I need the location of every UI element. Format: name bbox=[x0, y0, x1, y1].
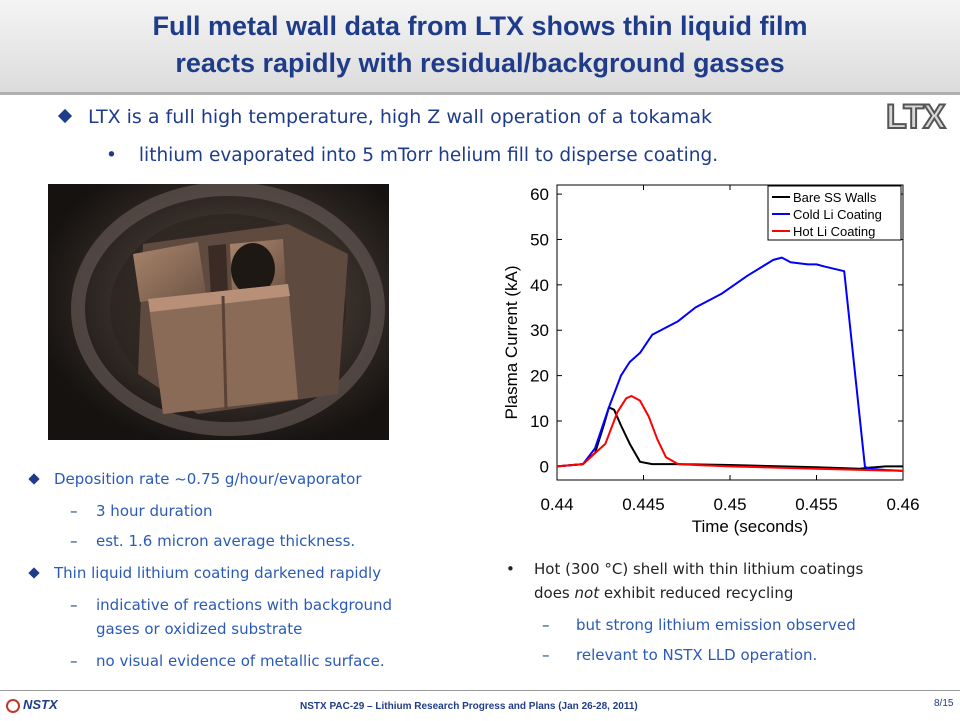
y-tick-label: 40 bbox=[530, 276, 549, 295]
y-tick-label: 60 bbox=[530, 185, 549, 204]
right-item-text-line-1: Hot (300 °C) shell with thin lithium coa… bbox=[534, 560, 864, 578]
right-list-subitem: – but strong lithium emission observed bbox=[542, 616, 856, 634]
x-axis-label: Time (seconds) bbox=[692, 517, 809, 536]
diamond-bullet-icon bbox=[28, 473, 40, 485]
nstx-ring-icon bbox=[6, 699, 20, 713]
dash-bullet-icon: – bbox=[70, 502, 78, 520]
left-list-subitem: – no visual evidence of metallic surface. bbox=[70, 652, 385, 670]
dot-bullet-icon: • bbox=[106, 145, 117, 166]
ltx-logo: LTX bbox=[885, 97, 947, 137]
dash-bullet-icon: – bbox=[542, 646, 550, 664]
right-list-subitem: – relevant to NSTX LLD operation. bbox=[542, 646, 817, 664]
left-list-item: Deposition rate ~0.75 g/hour/evaporator bbox=[28, 470, 362, 488]
y-tick-label: 0 bbox=[540, 457, 549, 476]
vacuum-vessel-photo-drawing bbox=[48, 184, 389, 440]
left-item-1-sub-1-text: 3 hour duration bbox=[96, 502, 213, 520]
left-list-subitem: –3 hour duration bbox=[70, 502, 213, 520]
legend-label: Bare SS Walls bbox=[793, 190, 877, 205]
left-list-subitem-continued: gases or oxidized substrate bbox=[96, 620, 303, 638]
x-tick-label: 0.455 bbox=[795, 495, 838, 514]
plasma-current-chart: 0 10 20 30 40 50 60 0.44 0.445 0.45 0.455 0.46 Time … bbox=[500, 178, 940, 538]
dash-bullet-icon: – bbox=[70, 532, 78, 550]
chart-legend bbox=[767, 185, 902, 241]
right-item-text-pre: does bbox=[534, 584, 575, 602]
left-list-subitem: – indicative of reactions with background bbox=[70, 596, 392, 614]
dash-bullet-icon: – bbox=[70, 596, 78, 614]
main-bullet-text: LTX is a full high temperature, high Z w… bbox=[88, 106, 712, 128]
footer-text: NSTX PAC-29 – Lithium Research Progress … bbox=[300, 701, 638, 712]
slide-title: Full metal wall data from LTX shows thin… bbox=[40, 8, 920, 82]
nstx-logo: NSTX bbox=[6, 697, 58, 713]
left-list-subitem: – est. 1.6 micron average thickness. bbox=[70, 532, 355, 550]
y-tick-label: 50 bbox=[530, 230, 549, 249]
footer bbox=[0, 690, 960, 721]
legend-label: Hot Li Coating bbox=[793, 224, 875, 239]
left-item-2-text: Thin liquid lithium coating darkened rap… bbox=[54, 564, 382, 582]
legend-label: Cold Li Coating bbox=[793, 207, 882, 222]
nstx-logo-text: NSTX bbox=[23, 697, 58, 712]
left-list-item: Thin liquid lithium coating darkened rap… bbox=[28, 564, 382, 582]
plasma-current-chart-svg: 0 10 20 30 40 50 60 0.44 0.445 0.45 0.455 0.46 Time … bbox=[502, 184, 920, 536]
right-item-text-emphasis: not bbox=[574, 584, 600, 602]
slide-title-line-1: Full metal wall data from LTX shows thin… bbox=[152, 11, 808, 41]
y-tick-label: 30 bbox=[530, 321, 549, 340]
y-axis-label: Plasma Current (kA) bbox=[502, 266, 521, 420]
x-tick-label: 0.46 bbox=[886, 495, 919, 514]
y-tick-label: 10 bbox=[530, 412, 549, 431]
diamond-bullet-icon bbox=[28, 567, 40, 579]
right-sub-1-text: but strong lithium emission observed bbox=[576, 616, 856, 634]
vacuum-vessel-photo bbox=[48, 184, 389, 440]
diamond-bullet-icon bbox=[57, 108, 73, 124]
page-number: 8/15 bbox=[934, 698, 954, 709]
sub-bullet-text: lithium evaporated into 5 mTorr helium f… bbox=[138, 145, 719, 166]
left-item-2-sub-2-text: no visual evidence of metallic surface. bbox=[96, 652, 385, 670]
series-line-bare-ss-walls bbox=[556, 406, 903, 470]
left-item-1-text: Deposition rate ~0.75 g/hour/evaporator bbox=[54, 470, 362, 488]
sub-bullet: • lithium evaporated into 5 mTorr helium … bbox=[106, 145, 718, 166]
left-item-2-sub-1a-text: indicative of reactions with background bbox=[96, 596, 393, 614]
title-bar bbox=[0, 0, 960, 95]
x-tick-label: 0.44 bbox=[540, 495, 573, 514]
x-tick-label: 0.445 bbox=[622, 495, 665, 514]
dash-bullet-icon: – bbox=[70, 652, 78, 670]
dot-bullet-icon: • bbox=[506, 560, 515, 578]
right-item-text-post: exhibit reduced recycling bbox=[599, 584, 794, 602]
dash-bullet-icon: – bbox=[542, 616, 550, 634]
right-sub-2-text: relevant to NSTX LLD operation. bbox=[576, 646, 818, 664]
series-line-hot-li-coating bbox=[556, 395, 904, 472]
series-line-cold-li-coating bbox=[556, 256, 904, 472]
right-item-text-line-2: does not exhibit reduced recycling bbox=[534, 584, 793, 602]
y-tick-label: 20 bbox=[530, 367, 549, 386]
main-bullet: LTX is a full high temperature, high Z w… bbox=[57, 106, 712, 128]
left-item-1-sub-2-text: est. 1.6 micron average thickness. bbox=[96, 532, 356, 550]
slide-title-line-2: reacts rapidly with residual/background … bbox=[175, 48, 785, 78]
x-tick-label: 0.45 bbox=[713, 495, 746, 514]
